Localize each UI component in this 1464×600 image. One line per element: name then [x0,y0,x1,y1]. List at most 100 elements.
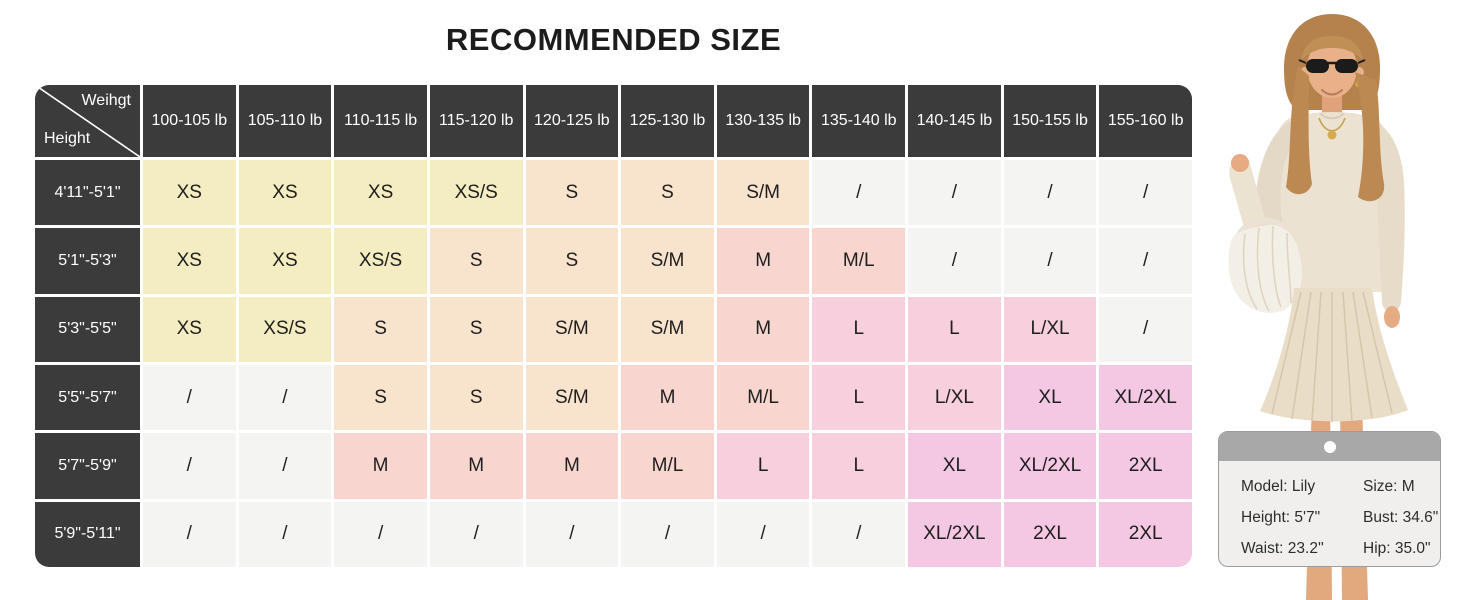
size-cell: / [1003,228,1097,294]
size-cell: XS [238,228,332,294]
model-height: Height: 5'7" [1241,509,1321,526]
size-cell: L/XL [1003,296,1097,362]
size-cell: XS [143,228,236,294]
height-row-header: 5'3"-5'5" [35,296,140,362]
height-row-header: 5'7"-5'9" [35,433,140,499]
size-cell: M/L [716,365,810,431]
model-bag [1228,224,1302,313]
size-cell: L [812,433,906,499]
weight-column-header: 125-130 lb [621,85,714,157]
size-cell: XS [143,160,236,226]
size-cell: XS [143,296,236,362]
model-hair-strand-right [1355,72,1385,202]
weight-column-header: 135-140 lb [812,85,906,157]
size-cell: L [716,433,810,499]
page-title: RECOMMENDED SIZE [445,22,782,57]
size-cell: / [143,365,236,431]
height-row-header: 5'9"-5'11" [35,501,140,567]
model-hair-fringe [1301,36,1363,60]
size-cell: S [429,228,523,294]
size-table: Weihgt Height 100-105 lb 105-110 lb 110-11… [35,85,1192,567]
corner-weight-label: Weihgt [81,92,131,109]
size-cell: XS [238,160,332,226]
table-corner-cell: Weihgt Height [35,85,140,157]
size-cell: / [908,228,1001,294]
size-cell: M [621,365,714,431]
card-body: Model: Lily Height: 5'7" Waist: 23.2'' S… [1219,461,1440,564]
size-cell: XS [334,160,427,226]
height-row-header: 5'1"-5'3" [35,228,140,294]
size-cell: / [429,501,523,567]
size-cell: 2XL [1099,501,1192,567]
size-cell: L [908,296,1001,362]
size-cell: / [1099,296,1192,362]
model-waist: Waist: 23.2'' [1241,540,1324,557]
size-cell: XL/2XL [908,501,1001,567]
weight-column-header: 155-160 lb [1099,85,1192,157]
weight-column-header: 105-110 lb [238,85,332,157]
size-cell: / [1003,160,1097,226]
card-hole-dot [1323,440,1336,453]
size-cell: M [716,296,810,362]
model-left-fist [1231,154,1249,172]
size-cell: M [716,228,810,294]
size-cell: XS/S [429,160,523,226]
size-cell: / [621,501,714,567]
weight-column-header: 150-155 lb [1003,85,1097,157]
size-cell: XL [908,433,1001,499]
size-cell: / [1099,160,1192,226]
sunglasses-icon [1298,59,1366,73]
size-cell: M [334,433,427,499]
model-left-upperarm [1255,120,1296,238]
size-cell: M/L [812,228,906,294]
size-cell: / [716,501,810,567]
size-cell: / [238,501,332,567]
size-cell: XS/S [334,228,427,294]
height-row-header: 4'11"-5'1" [35,160,140,226]
size-cell: M [525,433,619,499]
size-cell: XL/2XL [1003,433,1097,499]
size-cell: S/M [621,296,714,362]
size-cell: / [525,501,619,567]
model-hip: Hip: 35.0" [1363,540,1431,557]
model-name: Model: Lily [1241,478,1316,495]
size-cell: M/L [621,433,714,499]
model-bust: Bust: 34.6" [1363,509,1439,526]
weight-column-header: 100-105 lb [143,85,236,157]
size-cell: / [812,160,906,226]
size-cell: L/XL [908,365,1001,431]
weight-column-header: 140-145 lb [908,85,1001,157]
size-cell: S [621,160,714,226]
height-row-header: 5'5"-5'7" [35,365,140,431]
size-cell: / [812,501,906,567]
model-neck [1322,94,1342,118]
size-cell: S [334,296,427,362]
size-cell: S/M [525,296,619,362]
size-cell: S [525,160,619,226]
model-right-hand [1384,306,1400,328]
weight-column-header: 130-135 lb [716,85,810,157]
size-cell: S/M [716,160,810,226]
size-cell: / [143,501,236,567]
model-photo: Model: Lily Height: 5'7" Waist: 23.2'' S… [1200,0,1464,600]
size-cell: M [429,433,523,499]
model-face [1307,38,1357,98]
size-cell: XS/S [238,296,332,362]
size-cell: L [812,296,906,362]
size-cell: / [238,365,332,431]
model-left-forearm [1229,157,1266,234]
diagonal-divider [35,85,140,157]
model-size: Size: M [1363,478,1415,495]
size-cell: XL [1003,365,1097,431]
size-cell: L [812,365,906,431]
weight-column-header: 120-125 lb [525,85,619,157]
size-cell: / [1099,228,1192,294]
size-cell: S [429,296,523,362]
size-cell: S/M [621,228,714,294]
size-cell: XL/2XL [1099,365,1192,431]
size-cell: S [525,228,619,294]
size-cell: S [334,365,427,431]
size-cell: S/M [525,365,619,431]
size-cell: 2XL [1099,433,1192,499]
